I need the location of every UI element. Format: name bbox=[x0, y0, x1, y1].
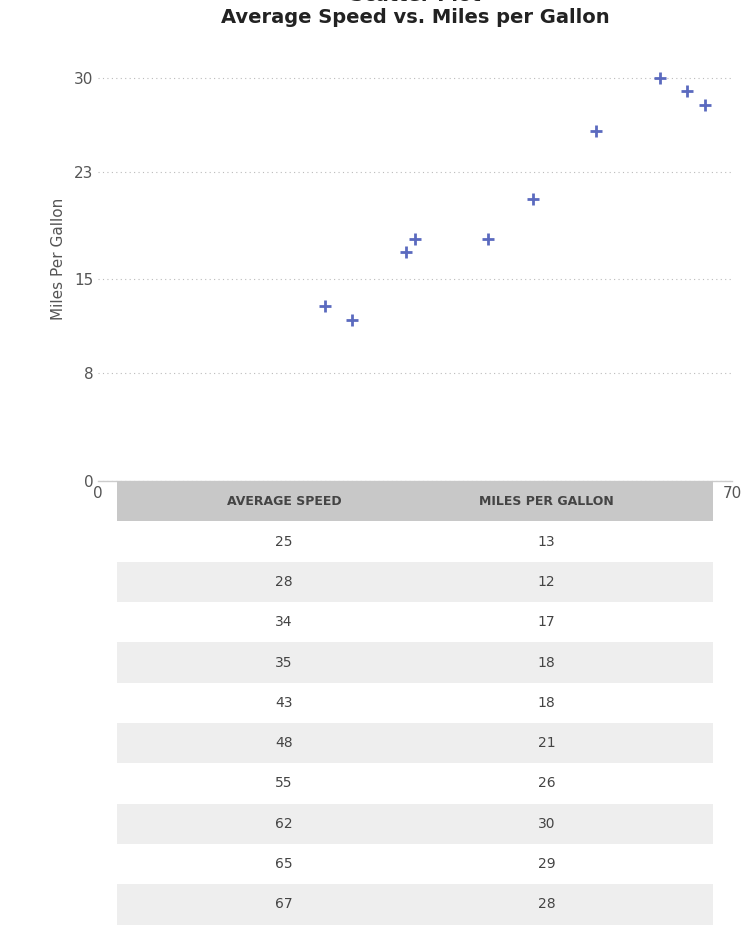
Text: MILES PER GALLON: MILES PER GALLON bbox=[479, 495, 614, 508]
Text: 18: 18 bbox=[538, 696, 556, 710]
Bar bbox=[117, 884, 713, 925]
Bar bbox=[117, 521, 713, 561]
Bar bbox=[117, 561, 713, 602]
Bar bbox=[117, 803, 713, 844]
Bar bbox=[117, 643, 713, 683]
Point bbox=[482, 232, 494, 247]
Point bbox=[319, 299, 331, 314]
Text: 30: 30 bbox=[538, 817, 555, 831]
Text: 48: 48 bbox=[276, 736, 293, 750]
Bar bbox=[117, 723, 713, 763]
Point bbox=[400, 245, 412, 260]
X-axis label: Average Speed: Average Speed bbox=[357, 509, 473, 524]
Point bbox=[590, 124, 602, 139]
Bar bbox=[117, 763, 713, 803]
Text: 55: 55 bbox=[276, 776, 293, 790]
Point bbox=[346, 312, 358, 327]
Text: 26: 26 bbox=[538, 776, 555, 790]
Text: 34: 34 bbox=[276, 616, 293, 630]
Bar bbox=[117, 602, 713, 643]
Point bbox=[699, 97, 711, 112]
Point bbox=[527, 191, 539, 206]
Title: Scatter Plot
Average Speed vs. Miles per Gallon: Scatter Plot Average Speed vs. Miles per… bbox=[221, 0, 609, 27]
Bar bbox=[117, 683, 713, 723]
Text: 67: 67 bbox=[276, 898, 293, 912]
Text: 28: 28 bbox=[538, 898, 555, 912]
Text: 13: 13 bbox=[538, 534, 555, 548]
Point bbox=[681, 84, 693, 99]
Text: 25: 25 bbox=[276, 534, 293, 548]
Text: 12: 12 bbox=[538, 574, 555, 588]
Text: 43: 43 bbox=[276, 696, 293, 710]
Text: 17: 17 bbox=[538, 616, 555, 630]
Text: 65: 65 bbox=[276, 857, 293, 871]
Text: 18: 18 bbox=[538, 656, 556, 670]
Text: AVERAGE SPEED: AVERAGE SPEED bbox=[226, 495, 341, 508]
Text: 21: 21 bbox=[538, 736, 555, 750]
Bar bbox=[117, 844, 713, 884]
Point bbox=[409, 232, 421, 247]
Text: 29: 29 bbox=[538, 857, 555, 871]
Text: 62: 62 bbox=[276, 817, 293, 831]
Text: 28: 28 bbox=[276, 574, 293, 588]
Text: 35: 35 bbox=[276, 656, 293, 670]
Bar bbox=[117, 481, 713, 521]
Point bbox=[654, 70, 666, 85]
Y-axis label: Miles Per Gallon: Miles Per Gallon bbox=[51, 198, 66, 320]
